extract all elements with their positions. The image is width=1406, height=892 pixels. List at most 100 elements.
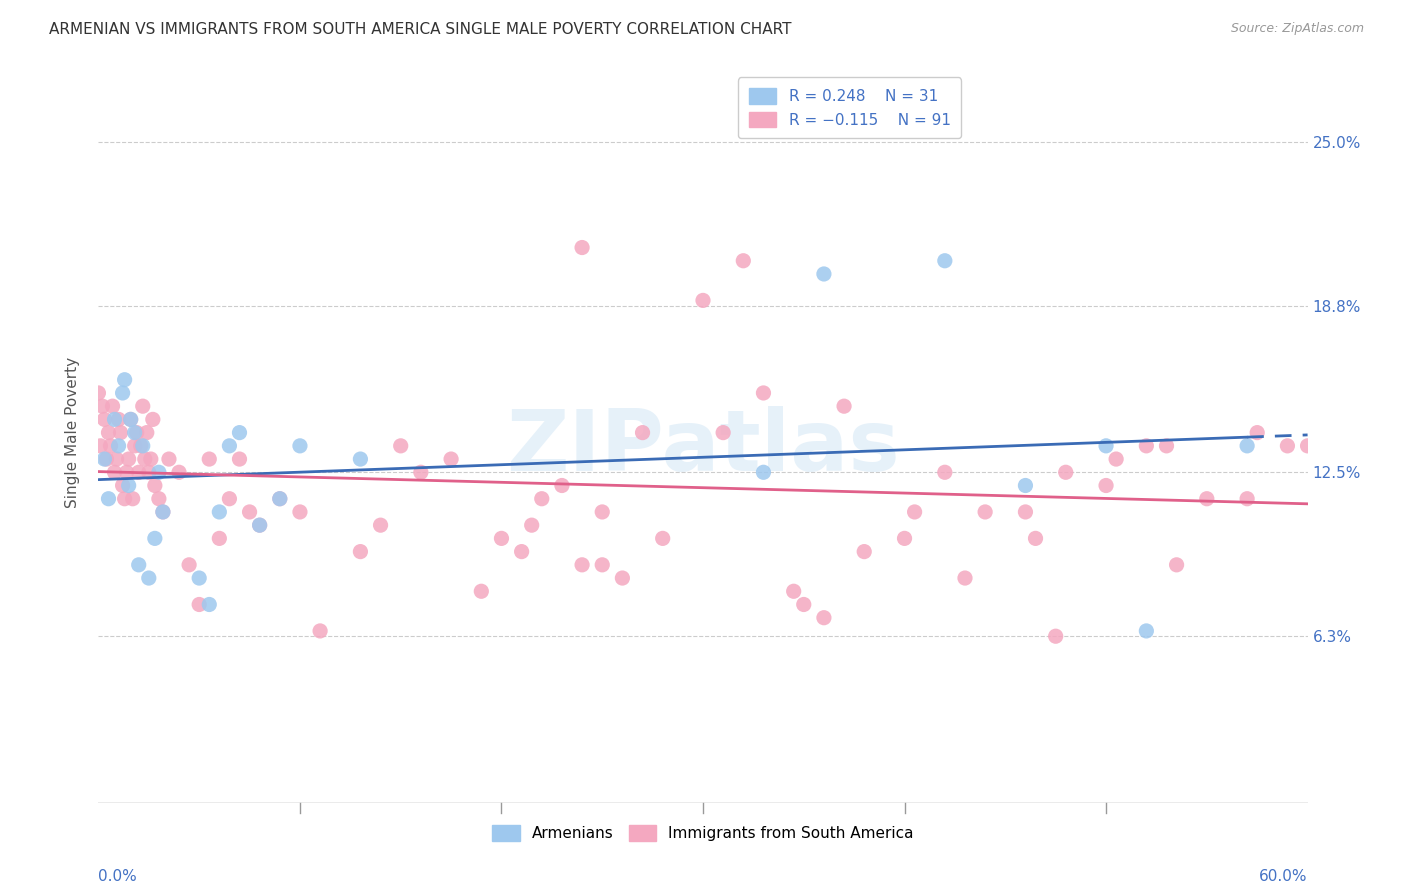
Point — [142, 412, 165, 426]
Text: 0.0%: 0.0% — [98, 869, 138, 884]
Point — [733, 253, 755, 268]
Point — [349, 544, 371, 558]
Point — [179, 558, 201, 572]
Point — [974, 505, 997, 519]
Point — [96, 452, 118, 467]
Point — [101, 399, 124, 413]
Point — [100, 439, 122, 453]
Point — [1014, 505, 1036, 519]
Point — [89, 439, 111, 453]
Point — [111, 386, 134, 401]
Point — [893, 532, 915, 546]
Point — [288, 505, 311, 519]
Point — [1135, 624, 1157, 638]
Point — [208, 532, 231, 546]
Text: ZIPatlas: ZIPatlas — [506, 406, 900, 489]
Point — [249, 518, 271, 533]
Point — [651, 532, 673, 546]
Point — [1306, 452, 1329, 467]
Point — [571, 558, 593, 572]
Point — [1105, 452, 1128, 467]
Point — [188, 598, 211, 612]
Point — [134, 452, 156, 467]
Point — [1246, 425, 1268, 440]
Point — [409, 465, 432, 479]
Point — [128, 558, 150, 572]
Point — [832, 399, 855, 413]
Point — [491, 532, 513, 546]
Point — [107, 439, 129, 453]
Point — [87, 386, 110, 401]
Point — [1166, 558, 1188, 572]
Point — [93, 452, 115, 467]
Point — [135, 425, 157, 440]
Point — [139, 452, 162, 467]
Point — [1045, 629, 1067, 643]
Point — [152, 505, 174, 519]
Point — [1095, 439, 1118, 453]
Point — [118, 478, 141, 492]
Point — [530, 491, 553, 506]
Point — [783, 584, 806, 599]
Point — [288, 439, 311, 453]
Point — [138, 465, 160, 479]
Point — [124, 439, 146, 453]
Point — [103, 465, 125, 479]
Point — [813, 610, 835, 624]
Point — [904, 505, 927, 519]
Point — [120, 412, 142, 426]
Point — [105, 452, 128, 467]
Point — [120, 412, 142, 426]
Point — [198, 452, 221, 467]
Point — [228, 425, 250, 440]
Point — [389, 439, 412, 453]
Point — [148, 491, 170, 506]
Point — [440, 452, 463, 467]
Legend: Armenians, Immigrants from South America: Armenians, Immigrants from South America — [486, 819, 920, 847]
Text: ARMENIAN VS IMMIGRANTS FROM SOUTH AMERICA SINGLE MALE POVERTY CORRELATION CHART: ARMENIAN VS IMMIGRANTS FROM SOUTH AMERIC… — [49, 22, 792, 37]
Point — [93, 412, 115, 426]
Point — [157, 452, 180, 467]
Point — [91, 399, 114, 413]
Point — [1296, 439, 1319, 453]
Point — [103, 412, 125, 426]
Point — [1156, 439, 1178, 453]
Point — [631, 425, 654, 440]
Point — [1014, 478, 1036, 492]
Point — [853, 544, 876, 558]
Point — [124, 425, 146, 440]
Point — [520, 518, 543, 533]
Point — [1024, 532, 1046, 546]
Point — [934, 465, 956, 479]
Point — [1135, 439, 1157, 453]
Point — [121, 491, 143, 506]
Point — [218, 491, 240, 506]
Point — [208, 505, 231, 519]
Point — [228, 452, 250, 467]
Y-axis label: Single Male Poverty: Single Male Poverty — [65, 357, 80, 508]
Point — [118, 452, 141, 467]
Point — [114, 373, 136, 387]
Point — [128, 465, 150, 479]
Point — [1195, 491, 1218, 506]
Point — [591, 505, 613, 519]
Point — [167, 465, 190, 479]
Point — [143, 532, 166, 546]
Point — [510, 544, 533, 558]
Point — [934, 253, 956, 268]
Point — [249, 518, 271, 533]
Point — [612, 571, 634, 585]
Point — [349, 452, 371, 467]
Point — [269, 491, 291, 506]
Text: Source: ZipAtlas.com: Source: ZipAtlas.com — [1230, 22, 1364, 36]
Point — [198, 598, 221, 612]
Point — [115, 465, 138, 479]
Point — [138, 571, 160, 585]
Point — [953, 571, 976, 585]
Point — [1054, 465, 1077, 479]
Point — [143, 478, 166, 492]
Point — [97, 491, 120, 506]
Point — [1236, 439, 1258, 453]
Point — [107, 412, 129, 426]
Point — [125, 425, 148, 440]
